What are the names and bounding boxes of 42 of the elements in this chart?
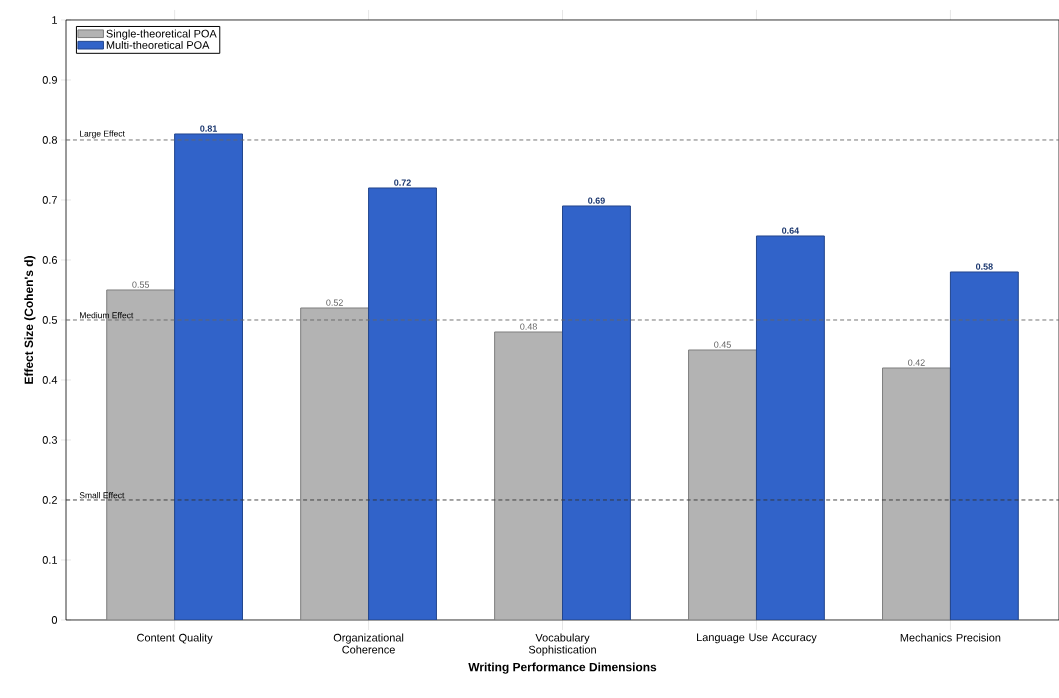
- bar: [174, 133, 243, 620]
- x-tick-label: Content Quality: [137, 633, 213, 644]
- bar: [562, 205, 631, 620]
- bar: [949, 271, 1019, 620]
- data-label: 0.48: [520, 323, 537, 330]
- bar: [494, 331, 564, 620]
- x-tick-label: Language Use Accuracy: [697, 633, 817, 644]
- y-tick-label: 0.4: [42, 376, 58, 384]
- data-label: 0.45: [714, 341, 731, 348]
- legend-label: Single-theoretical POA: [106, 29, 217, 40]
- x-tick-label: Vocabulary Sophistication: [528, 633, 596, 656]
- ref-line-label: Small Effect: [79, 492, 125, 499]
- y-tick-label: 0.5: [42, 316, 58, 324]
- x-tick-label: Organizational Coherence: [333, 633, 404, 654]
- bar: [300, 307, 370, 620]
- ref-line-label: Large Effect: [80, 130, 125, 139]
- data-label: 0.58: [975, 263, 993, 270]
- data-label: 0.81: [200, 125, 218, 132]
- ref-line-label: Medium Effect: [80, 312, 134, 319]
- x-tick-label: Mechanics Precision: [900, 633, 1001, 642]
- y-tick-label: 0.9: [42, 76, 57, 84]
- data-label: 0.55: [132, 281, 150, 288]
- data-label: 0.52: [326, 299, 343, 306]
- bar: [755, 235, 825, 620]
- bar: [688, 349, 757, 620]
- data-label: 0.72: [394, 179, 411, 186]
- y-tick-label: 0: [51, 616, 58, 624]
- y-axis-title: Effect Size (Cohen's d): [24, 256, 36, 384]
- data-label: 0.64: [782, 227, 800, 234]
- y-tick-label: 0.8: [42, 136, 57, 144]
- data-label: 0.69: [588, 197, 605, 204]
- bar: [368, 187, 437, 620]
- y-tick-label: 0.3: [42, 436, 57, 444]
- bar: [882, 367, 951, 620]
- y-tick-label: 0.2: [42, 496, 57, 504]
- data-label: 0.42: [908, 359, 925, 366]
- legend-label: Multi-theoretical POA: [106, 40, 210, 49]
- x-axis-title: Writing Performance Dimensions: [468, 662, 657, 674]
- y-tick-label: 0.1: [42, 556, 57, 564]
- y-tick-label: 0.7: [42, 196, 57, 204]
- y-tick-label: 0.6: [42, 256, 57, 264]
- y-tick-label: 1: [52, 16, 57, 24]
